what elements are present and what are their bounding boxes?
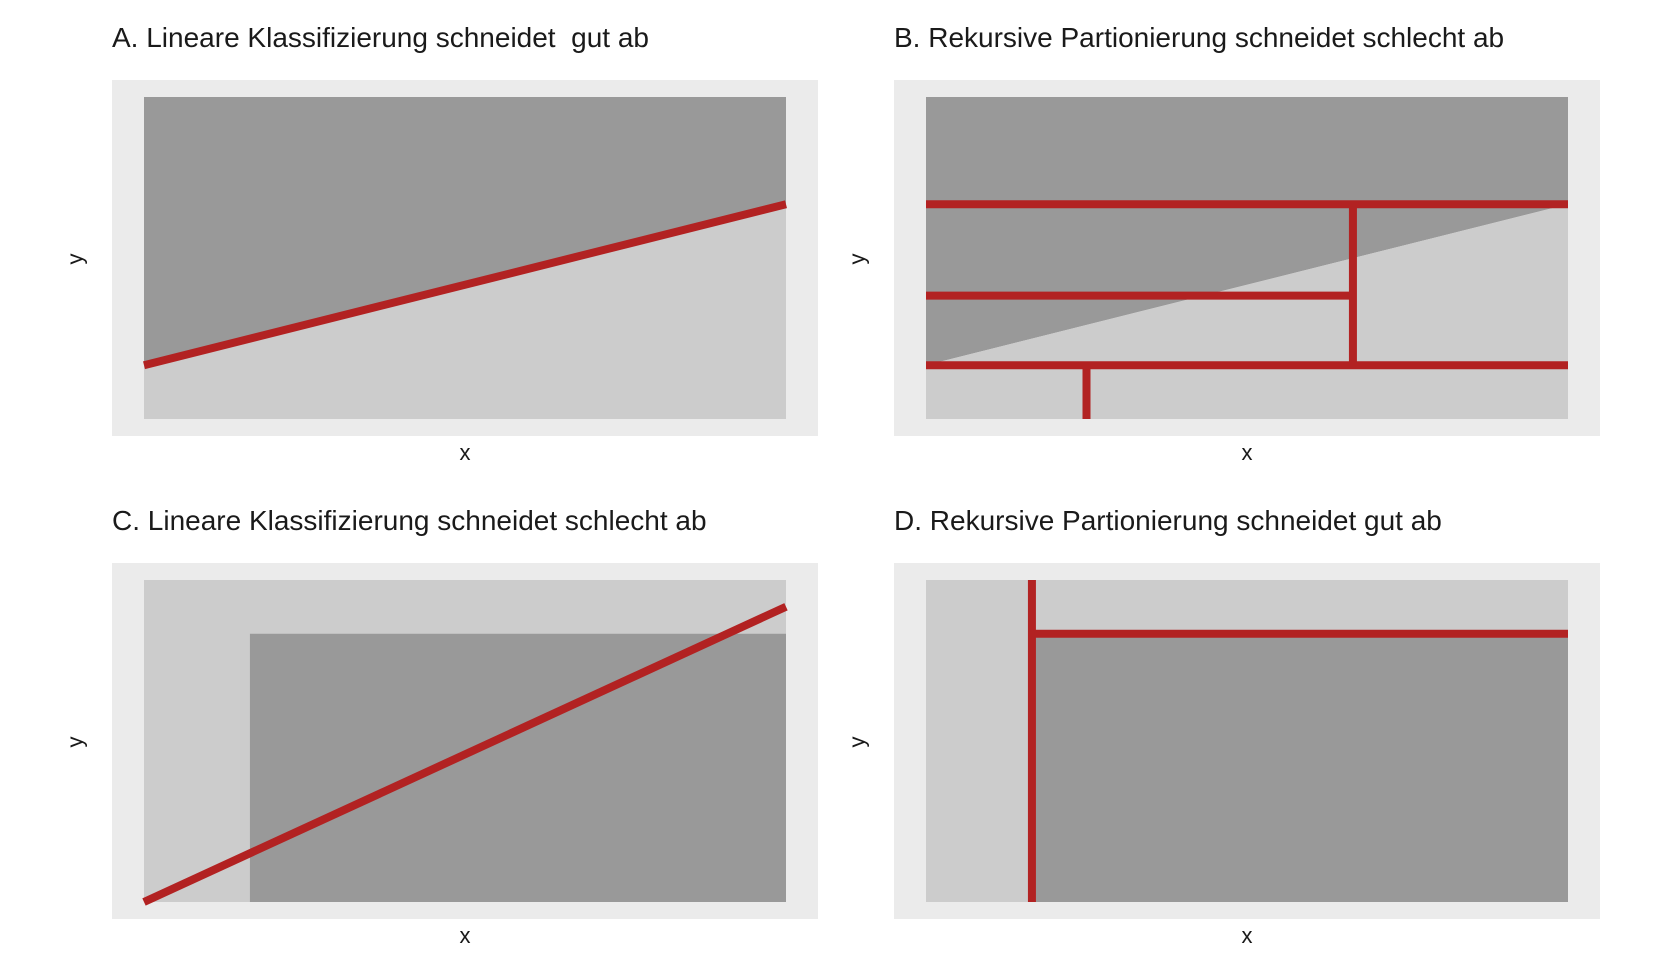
- dark-class-region: [1031, 633, 1568, 902]
- x-axis-label: x: [1241, 923, 1253, 948]
- panel-title: B. Rekursive Partionierung schneidet sch…: [894, 22, 1505, 53]
- panel-a: A. Lineare Klassifizierung schneidet gut…: [0, 0, 818, 465]
- x-axis-label: x: [1241, 440, 1253, 465]
- y-axis-label: y: [844, 253, 870, 265]
- panel-d: D. Rekursive Partionierung schneidet gut…: [782, 483, 1600, 948]
- y-axis-label: y: [62, 253, 88, 265]
- dark-class-region: [249, 633, 786, 902]
- y-axis-label: y: [62, 736, 88, 748]
- panel-b: B. Rekursive Partionierung schneidet sch…: [782, 0, 1600, 465]
- panel-title: A. Lineare Klassifizierung schneidet gut…: [112, 22, 649, 53]
- plot-area: [926, 580, 1568, 902]
- decision-boundary-line: [142, 603, 788, 906]
- panel-title: C. Lineare Klassifizierung schneidet sch…: [112, 505, 707, 536]
- panel-title: D. Rekursive Partionierung schneidet gut…: [894, 505, 1442, 536]
- plot-area: [142, 580, 788, 906]
- plot-area: [143, 97, 787, 419]
- dark-class-region: [144, 97, 786, 366]
- decision-boundary-line: [143, 200, 787, 370]
- plot-area: [926, 97, 1568, 419]
- light-class-region: [144, 204, 786, 419]
- x-axis-label: x: [459, 440, 471, 465]
- x-axis-label: x: [459, 923, 471, 948]
- panel-c: C. Lineare Klassifizierung schneidet sch…: [0, 483, 818, 948]
- y-axis-label: y: [844, 736, 870, 748]
